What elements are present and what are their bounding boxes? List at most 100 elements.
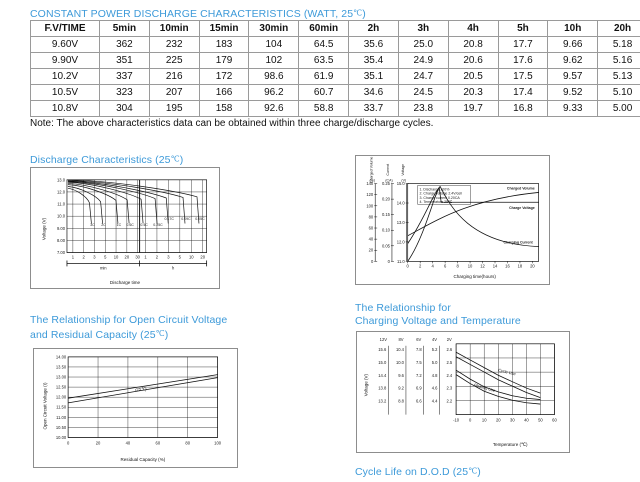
table-cell: 24.7 [397,68,449,85]
charging-ytick: 0 [371,259,374,264]
table-cell: 20.8 [447,36,499,53]
charging-axis-unit: (CA) [385,179,392,183]
table-cell: 25.0 [397,36,449,53]
temperature-curve-label: Floating Use [473,382,496,393]
temperature-ytick: 2.3 [446,386,452,391]
temperature-chart-frame: Voltage (V) 12V 15.6 15.0 14.4 13.8 13.2 8V 10.… [356,331,570,453]
temperature-ytick: 6.9 [416,386,422,391]
discharge-curve [67,187,92,224]
table-cell: 207 [148,84,200,101]
temperature-ytick: 14.4 [378,373,387,378]
ocv-ytick: 11.00 [56,415,67,420]
ocv-chart-frame: 14.00 13.50 13.00 12.50 12.00 11.50 11.00 10.50… [33,348,238,468]
charging-ytick: 11.0 [397,259,405,264]
discharge-curve-label: 0.25C [153,223,163,227]
table-cell: 63.5 [298,52,350,69]
table-cell: 33.7 [348,100,399,117]
ocv-ytick: 12.00 [56,395,67,400]
page-title-tail: ) [362,8,366,20]
table-cell: 102 [248,52,300,69]
charging-ytick: 14.0 [397,200,406,205]
discharge-curve [67,186,103,224]
table-cell: 362 [99,36,150,53]
discharge-xtick: 1 [144,254,147,259]
charging-ytick: 13.0 [397,220,406,225]
table-cell: 24.5 [397,84,449,101]
discharge-curve [67,180,186,224]
table-header-cell: 15min [198,20,250,37]
degree-icon: ℃ [468,466,478,476]
table-header-cell: 3h [397,20,449,37]
temperature-chart: Voltage (V) 12V 15.6 15.0 14.4 13.8 13.2 8V 10.… [364,337,558,447]
discharge-curve [67,180,169,224]
table-row: 9.90V 351 225 179 102 63.5 35.4 24.9 20.6 17.6 9.6… [30,52,640,69]
discharge-ytick: 8.00 [57,238,66,243]
discharge-curve [67,184,119,224]
table-cell: 20.6 [447,52,499,69]
temperature-xtick: -10 [453,418,460,423]
discharge-curve-label: 0.4C [140,223,148,227]
charging-chart: Charged Volume(%)Current(CA)Voltage(V) 1… [366,157,539,279]
discharge-xtick: 10 [114,254,119,259]
temperature-ytick: 2.6 [446,347,452,352]
temperature-ytick: 4.6 [432,386,438,391]
table-cell: 195 [148,100,200,117]
page-title-text: CONSTANT POWER DISCHARGE CHARACTERISTICS… [30,8,354,20]
table-header-cell: 20h [597,20,640,37]
temperature-ytick: 5.0 [432,360,438,365]
charging-xtick: 10 [468,263,473,268]
degree-icon: ℃ [353,8,363,18]
constant-power-table: F.V/TIME 5min 10min 15min 30min 60min 2h 3h 4h 5h… [30,20,640,117]
table-cell: 9.66 [547,36,599,53]
table-cell: 5.18 [597,36,640,53]
table-header-cell: 2h [348,20,399,37]
charging-curve-label: Charge Voltage [509,206,535,210]
discharge-ytick: 7.00 [57,250,66,255]
table-cell: 337 [99,68,150,85]
temperature-ytick: 9.6 [398,373,404,378]
charging-xtick: 8 [456,263,459,268]
charging-ytick: 0.10 [382,228,391,233]
table-cell: 323 [99,84,150,101]
temperature-axis-name: 6V [416,337,421,342]
temperature-xlabel: Temperature (℃) [493,442,528,447]
charging-axis-name: Current [386,164,390,176]
table-row: 10.5V 323 207 166 96.2 60.7 34.6 24.5 20.3 17.4 9.… [30,84,640,101]
temperature-ytick: 4.8 [432,373,438,378]
charging-xtick: 4 [431,263,434,268]
table-row-label: 10.8V [30,100,100,117]
discharge-xtick: 2 [83,254,86,259]
temperature-xtick: 40 [524,418,529,423]
temperature-ytick: 15.6 [378,347,387,352]
ocv-ytick: 11.50 [56,405,67,410]
table-header-cell: 60min [298,20,350,37]
charging-ytick: 0.05 [382,243,391,248]
page-title: CONSTANT POWER DISCHARGE CHARACTERISTICS… [30,4,366,22]
charging-ytick: 120 [366,192,374,197]
table-cell: 225 [148,52,200,69]
ocv-xtick: 20 [96,440,101,445]
ocv-ytick: 13.00 [56,375,67,380]
discharge-xtick: 10 [189,254,194,259]
temperature-ylabel: Voltage (V) [364,373,369,396]
table-row-label: 10.2V [30,68,100,85]
ocv-section-title: The Relationship for Open Circuit Voltag… [30,314,228,341]
table-cell: 24.9 [397,52,449,69]
table-cell: 34.6 [348,84,399,101]
table-row: 10.2V 337 216 172 98.6 61.9 35.1 24.7 20.5 17.5 9.… [30,68,640,85]
charging-xtick: 6 [444,263,447,268]
table-row: 9.60V 362 232 183 104 64.5 35.6 25.0 20.8 17.7 9.6… [30,36,640,53]
table-row-label: 10.5V [30,84,100,101]
ocv-ytick: 10.00 [56,435,67,440]
table-cell: 17.6 [497,52,549,69]
discharge-ytick: 9.00 [57,226,66,231]
temp-section-title: The Relationship for Charging Voltage an… [355,302,521,327]
charging-axis-name: Charged Volume [369,157,373,183]
discharge-curve [67,181,158,224]
table-cell: 9.62 [547,52,599,69]
temperature-xtick: 50 [538,418,543,423]
table-cell: 232 [148,36,200,53]
temperature-xtick: 0 [469,418,472,423]
charging-ytick: 0.20 [382,197,391,202]
table-cell: 179 [198,52,250,69]
